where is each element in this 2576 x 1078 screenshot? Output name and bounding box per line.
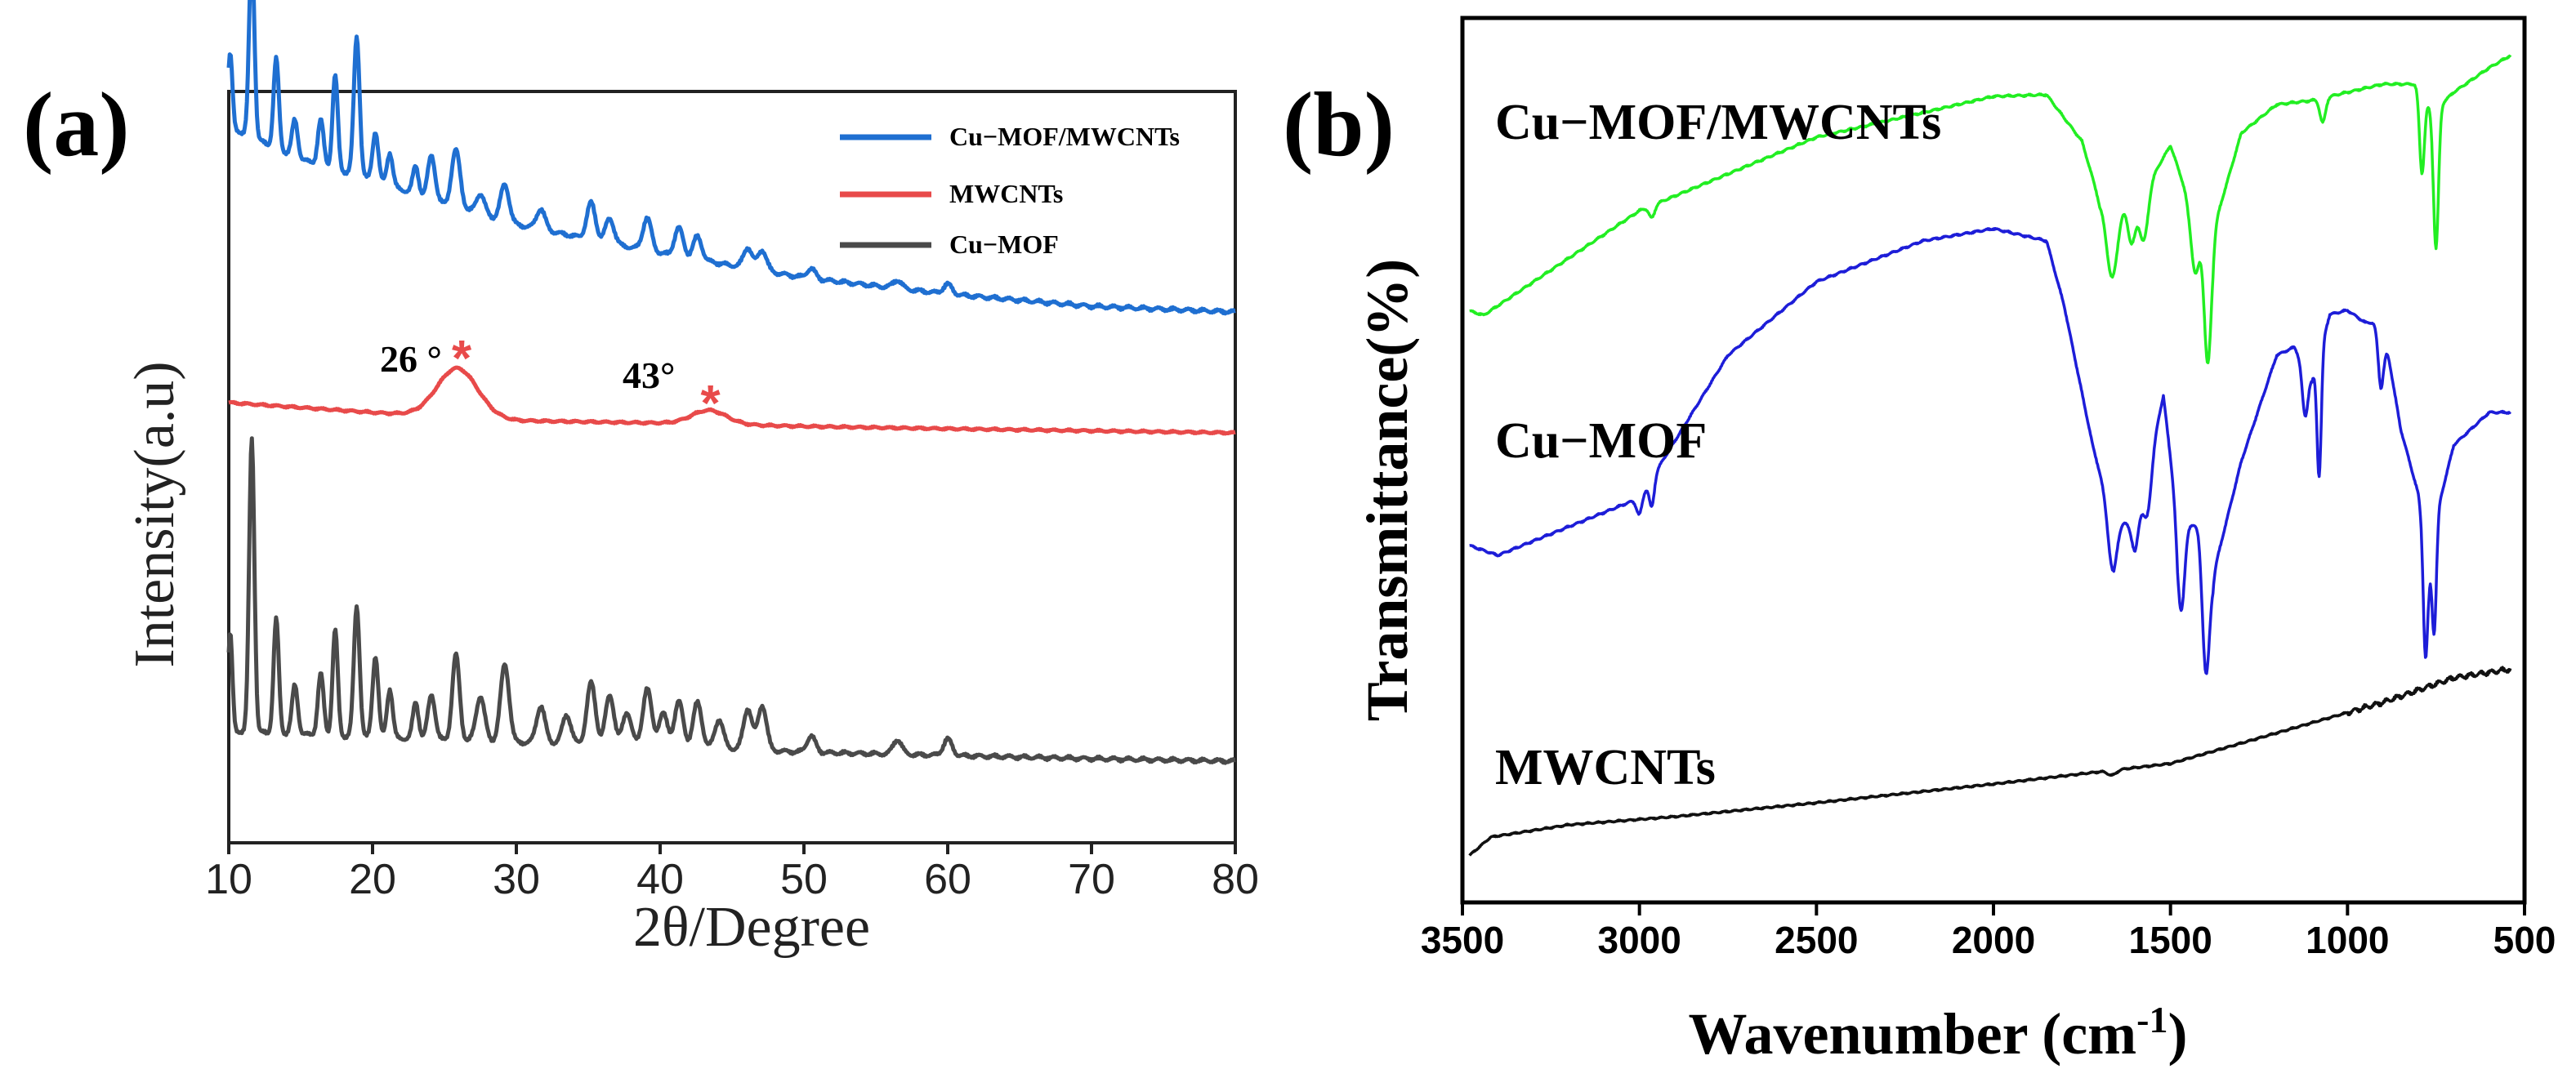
panel-b-x-tick-label: 3000 bbox=[1597, 919, 1681, 961]
xrd-series-line bbox=[226, 436, 1237, 765]
ftir-series-line bbox=[1468, 227, 2512, 675]
panel-b-ftir-chart: (b) 3500 3000 2500 2000 1500 1000 500 Cu−MOF/M… bbox=[1283, 16, 2556, 1067]
ftir-series-label: MWCNTs bbox=[1495, 740, 1716, 795]
panel-b-x-tick-label: 3500 bbox=[1421, 919, 1504, 961]
ftir-series-line bbox=[1468, 54, 2512, 364]
peak-marker-star: * bbox=[452, 331, 472, 387]
xrd-series-line bbox=[226, 0, 1237, 316]
panel-a-x-tick-label: 10 bbox=[205, 856, 252, 903]
panel-b-axes: 3500 3000 2500 2000 1500 1000 500 bbox=[1421, 16, 2556, 961]
panel-a-label: (a) bbox=[23, 74, 130, 176]
panel-a-x-tick-label: 80 bbox=[1212, 856, 1259, 903]
panel-b-x-tick-label: 2000 bbox=[1952, 919, 2035, 961]
panel-b-x-tick-label: 2500 bbox=[1775, 919, 1858, 961]
panel-a-x-tick-label: 30 bbox=[493, 856, 540, 903]
ftir-series-label: Cu−MOF bbox=[1495, 413, 1707, 469]
ftir-series-label: Cu−MOF/MWCNTs bbox=[1495, 95, 1941, 150]
ftir-series-line bbox=[1468, 666, 2512, 857]
panel-a-y-axis-label: Intensity(a.u) bbox=[123, 361, 186, 667]
peak-marker-star: * bbox=[701, 376, 721, 432]
panel-b-x-tick-label: 1500 bbox=[2128, 919, 2212, 961]
panel-a-legend: Cu−MOF/MWCNTs MWCNTs Cu−MOF bbox=[840, 122, 1180, 259]
panel-b-x-tick-label: 500 bbox=[2493, 919, 2556, 961]
legend-label: Cu−MOF bbox=[949, 229, 1059, 259]
panel-a-x-tick-label: 20 bbox=[349, 856, 396, 903]
panel-b-x-axis-label: Wavenumber (cm-1) bbox=[1689, 999, 2188, 1067]
panel-b-y-axis-label: Transmittance(%) bbox=[1355, 259, 1420, 722]
annotation-26-degree: 26 ° bbox=[380, 338, 442, 380]
panel-a-x-tick-label: 70 bbox=[1068, 856, 1115, 903]
panel-a-x-tick-label: 50 bbox=[780, 856, 828, 903]
xrd-series-line bbox=[227, 365, 1237, 436]
panel-a-annotations: 26 ° 43° * * bbox=[380, 331, 721, 432]
panel-a-x-tick-label: 40 bbox=[636, 856, 684, 903]
panel-b-series-labels: Cu−MOF/MWCNTs Cu−MOF MWCNTs bbox=[1495, 95, 1941, 795]
panel-a-x-axis-label: 2θ/Degree bbox=[633, 896, 870, 959]
panel-a-axes: 10 20 30 40 50 60 70 80 bbox=[205, 90, 1259, 903]
legend-label: MWCNTs bbox=[949, 179, 1063, 208]
panel-b-x-tick-label: 1000 bbox=[2306, 919, 2389, 961]
panel-a-xrd-chart: (a) 10 20 30 40 50 60 70 80 26 ° 43° * * Cu−MOF/MW… bbox=[23, 0, 1259, 959]
panel-a-series bbox=[226, 0, 1237, 765]
panel-a-x-tick-label: 60 bbox=[924, 856, 971, 903]
panel-a-plot-frame bbox=[227, 90, 1237, 844]
panel-b-series bbox=[1468, 54, 2512, 857]
panel-b-label: (b) bbox=[1283, 74, 1395, 176]
legend-label: Cu−MOF/MWCNTs bbox=[949, 122, 1180, 151]
annotation-43-degree: 43° bbox=[623, 354, 675, 396]
